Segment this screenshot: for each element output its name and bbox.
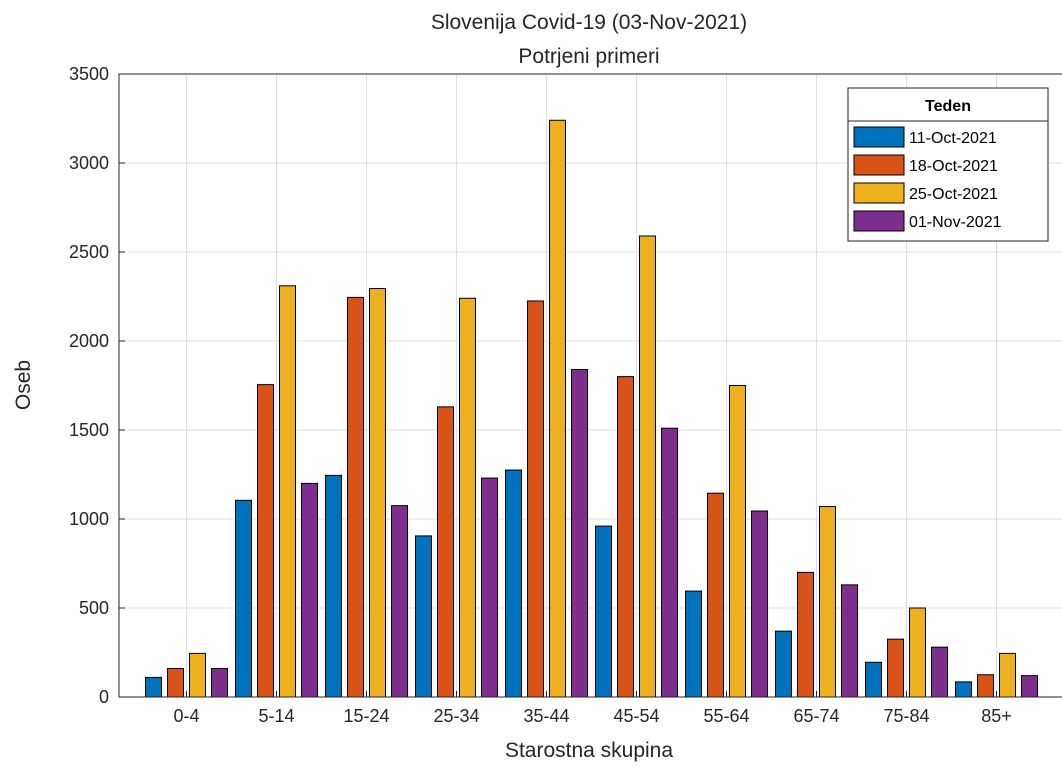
bar xyxy=(909,607,926,698)
bar xyxy=(145,676,162,698)
bar xyxy=(955,681,972,698)
ticks: 0 500 1000 1500 2000 2500 3000 3500 0-4 5-14 15-24… xyxy=(69,64,1012,726)
legend-label: 25-Oct-2021 xyxy=(909,186,998,203)
legend-title: Teden xyxy=(925,98,971,115)
bar xyxy=(977,674,994,698)
bar xyxy=(505,469,522,698)
bar xyxy=(707,492,724,698)
legend-label: 18-Oct-2021 xyxy=(909,158,998,175)
x-tick-label: 35-44 xyxy=(523,706,569,726)
plot-frame xyxy=(118,73,1062,698)
bar xyxy=(639,235,656,698)
y-tick-label: 1500 xyxy=(69,420,109,440)
bar xyxy=(235,499,252,698)
bar xyxy=(931,646,948,698)
bar xyxy=(775,630,792,698)
x-tick-label: 85+ xyxy=(981,706,1012,726)
bar xyxy=(617,376,634,698)
legend: Teden 11-Oct-2021 18-Oct-2021 25-Oct-2021 0… xyxy=(847,87,1049,242)
legend-swatch xyxy=(853,210,905,232)
legend-label: 11-Oct-2021 xyxy=(909,130,997,147)
bar xyxy=(481,477,498,698)
bar xyxy=(1021,675,1038,698)
x-tick-label: 15-24 xyxy=(343,706,389,726)
chart-subtitle: Potrjeni primeri xyxy=(518,45,659,68)
bar xyxy=(887,638,904,698)
bar xyxy=(527,300,544,698)
bar xyxy=(437,406,454,698)
x-tick-label: 55-64 xyxy=(703,706,749,726)
bar xyxy=(797,571,814,698)
x-axis-label: Starostna skupina xyxy=(505,739,673,762)
legend-swatch xyxy=(853,126,905,148)
x-tick-label: 75-84 xyxy=(883,706,929,726)
bar xyxy=(841,584,858,698)
bar xyxy=(685,590,702,698)
y-tick-label: 3000 xyxy=(69,153,109,173)
bar xyxy=(459,297,476,698)
y-tick-label: 2500 xyxy=(69,242,109,262)
bar xyxy=(167,668,184,698)
bar xyxy=(819,506,836,698)
bar xyxy=(865,661,882,698)
bar xyxy=(211,668,228,698)
bar xyxy=(595,525,612,698)
y-tick-label: 500 xyxy=(79,598,109,618)
y-tick-label: 3500 xyxy=(69,64,109,84)
bar xyxy=(301,482,318,698)
x-tick-label: 45-54 xyxy=(613,706,659,726)
y-tick-label: 0 xyxy=(99,687,109,707)
legend-label: 01-Nov-2021 xyxy=(909,214,1002,231)
x-tick-label: 0-4 xyxy=(173,706,199,726)
bar xyxy=(415,535,432,698)
legend-swatch xyxy=(853,182,905,204)
y-tick-label: 2000 xyxy=(69,331,109,351)
bar xyxy=(391,505,408,698)
bar xyxy=(549,119,566,698)
bar xyxy=(189,652,206,698)
legend-swatch xyxy=(853,154,905,176)
bar xyxy=(999,652,1016,698)
bar xyxy=(751,510,768,698)
legend-items: 11-Oct-2021 18-Oct-2021 25-Oct-2021 01-Nov-… xyxy=(853,126,1002,232)
bar xyxy=(729,385,746,698)
bar xyxy=(325,474,342,698)
y-tick-label: 1000 xyxy=(69,509,109,529)
chart-title: Slovenija Covid-19 (03-Nov-2021) xyxy=(431,11,747,34)
bar xyxy=(279,285,296,698)
x-tick-label: 25-34 xyxy=(433,706,479,726)
x-tick-label: 5-14 xyxy=(258,706,294,726)
bar xyxy=(661,427,678,698)
bar xyxy=(369,287,386,698)
bar xyxy=(571,368,588,698)
x-tick-label: 65-74 xyxy=(793,706,839,726)
bar xyxy=(347,296,364,698)
y-axis-label: Oseb xyxy=(12,360,35,410)
bar xyxy=(257,384,274,698)
